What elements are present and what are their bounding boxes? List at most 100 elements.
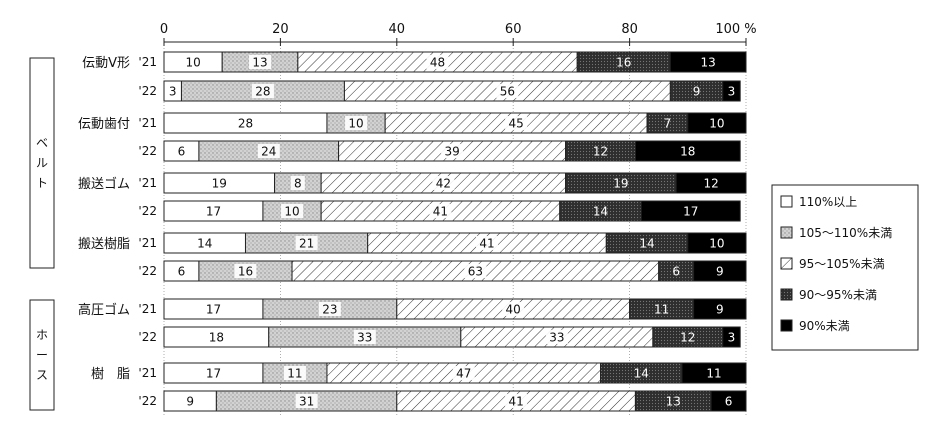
legend-label: 90～95%未満 [799, 288, 877, 302]
bar-value-label: 9 [716, 265, 724, 279]
year-label: '22 [138, 204, 157, 218]
bar-value-label: 10 [348, 117, 363, 131]
bar-label-bg [249, 55, 272, 69]
bar-segment [722, 80, 741, 102]
bar-value-label: 11 [706, 367, 721, 381]
year-label: '22 [138, 394, 157, 408]
bar-value-label: 31 [299, 395, 314, 409]
category-label: 高圧ゴム [78, 302, 130, 318]
bar-segment [687, 112, 747, 134]
bar-value-label: 10 [284, 205, 299, 219]
bar-label-bg [257, 144, 280, 158]
bar-value-label: 63 [468, 265, 483, 279]
x-tick-label: 0 [160, 22, 168, 37]
bar-value-label: 21 [299, 237, 314, 251]
bar-value-label: 41 [508, 395, 523, 409]
year-label: '21 [138, 302, 157, 316]
bar-value-label: 12 [703, 177, 718, 191]
bar-segment [710, 390, 747, 412]
bar-value-label: 9 [716, 303, 724, 317]
category-labels: '21 伝動V形 '22 '21 伝動歯付 '22 '21 搬送ゴム '22 '21 搬送樹脂 '22… [78, 55, 157, 408]
bar-value-label: 41 [433, 205, 448, 219]
bar-label-bg [295, 236, 318, 250]
bar-value-label: 9 [693, 85, 701, 99]
bar-label-bg [476, 236, 499, 250]
bar-value-label: 28 [255, 85, 270, 99]
bar-value-label: 11 [654, 303, 669, 317]
bar-label-bg [234, 264, 257, 278]
bar-value-label: 12 [680, 331, 695, 345]
legend-swatch [780, 226, 793, 239]
bar-value-label: 17 [206, 367, 221, 381]
year-label: '22 [138, 330, 157, 344]
group-label: ベルト [36, 136, 48, 190]
x-tick-label: 40 [389, 22, 406, 37]
bar-label-bg [281, 204, 304, 218]
legend-label: 95～105%未満 [799, 257, 885, 271]
bar-value-label: 6 [725, 395, 733, 409]
bar-value-label: 3 [728, 85, 736, 99]
bar-value-label: 17 [683, 205, 698, 219]
group-box [29, 299, 55, 411]
legend-label: 90%未満 [799, 319, 850, 333]
bar-value-label: 24 [261, 145, 276, 159]
legend-label: 105～110%未満 [799, 226, 892, 240]
bar-label-bg [429, 204, 452, 218]
bar-value-label: 10 [709, 237, 724, 251]
legend: 110%以上 105～110%未満 95～105%未満 90～95%未満 90%未満 [771, 184, 919, 351]
year-label: '22 [138, 144, 157, 158]
category-label: 伝動歯付 [78, 117, 130, 132]
bar-label-bg [464, 264, 487, 278]
bar-segment [634, 140, 741, 162]
x-tick-label: 100 % [715, 22, 756, 37]
bar-value-label: 3 [169, 85, 177, 99]
bar-value-label: 11 [287, 367, 302, 381]
year-label: '22 [138, 264, 157, 278]
legend-swatch [780, 288, 793, 301]
bar-value-label: 13 [252, 56, 267, 70]
grid [163, 42, 747, 416]
bar-value-label: 19 [613, 177, 628, 191]
year-label: '21 [138, 366, 157, 380]
bar-value-label: 10 [185, 56, 200, 70]
year-label: '22 [138, 84, 157, 98]
bar-value-label: 13 [666, 395, 681, 409]
bar-value-label: 17 [206, 303, 221, 317]
x-tick-label: 20 [272, 22, 289, 37]
x-tick-label: 60 [505, 22, 522, 37]
bar-segment [687, 232, 747, 254]
bar-value-label: 12 [593, 145, 608, 159]
legend-box [771, 184, 919, 351]
bar-value-label: 47 [456, 367, 471, 381]
bar-value-label: 19 [212, 177, 227, 191]
bar-value-label: 9 [186, 395, 194, 409]
bar-value-label: 40 [506, 303, 521, 317]
bar-value-label: 8 [294, 177, 302, 191]
bar-label-bg [505, 116, 528, 130]
category-label: 搬送ゴム [78, 176, 130, 192]
bar-value-label: 14 [593, 205, 608, 219]
bar-value-label: 6 [178, 145, 186, 159]
legend-label: 110%以上 [799, 195, 857, 209]
year-label: '21 [138, 236, 157, 250]
bar-value-label: 14 [197, 237, 212, 251]
bar-value-label: 7 [664, 117, 672, 131]
bar-label-bg [283, 366, 306, 380]
bar-value-label: 18 [680, 145, 695, 159]
bar-value-label: 3 [728, 331, 736, 345]
year-label: '21 [138, 55, 157, 69]
bar-value-label: 33 [357, 331, 372, 345]
category-label: 樹 脂 [91, 367, 130, 382]
bar-value-label: 56 [500, 85, 515, 99]
bar-value-label: 28 [238, 117, 253, 131]
bar-value-label: 18 [209, 331, 224, 345]
bar-label-bg [426, 55, 449, 69]
bar-value-label: 10 [709, 117, 724, 131]
bar-label-bg [545, 330, 568, 344]
bar-value-label: 6 [178, 265, 186, 279]
bar-value-label: 41 [479, 237, 494, 251]
bar-label-bg [496, 84, 519, 98]
